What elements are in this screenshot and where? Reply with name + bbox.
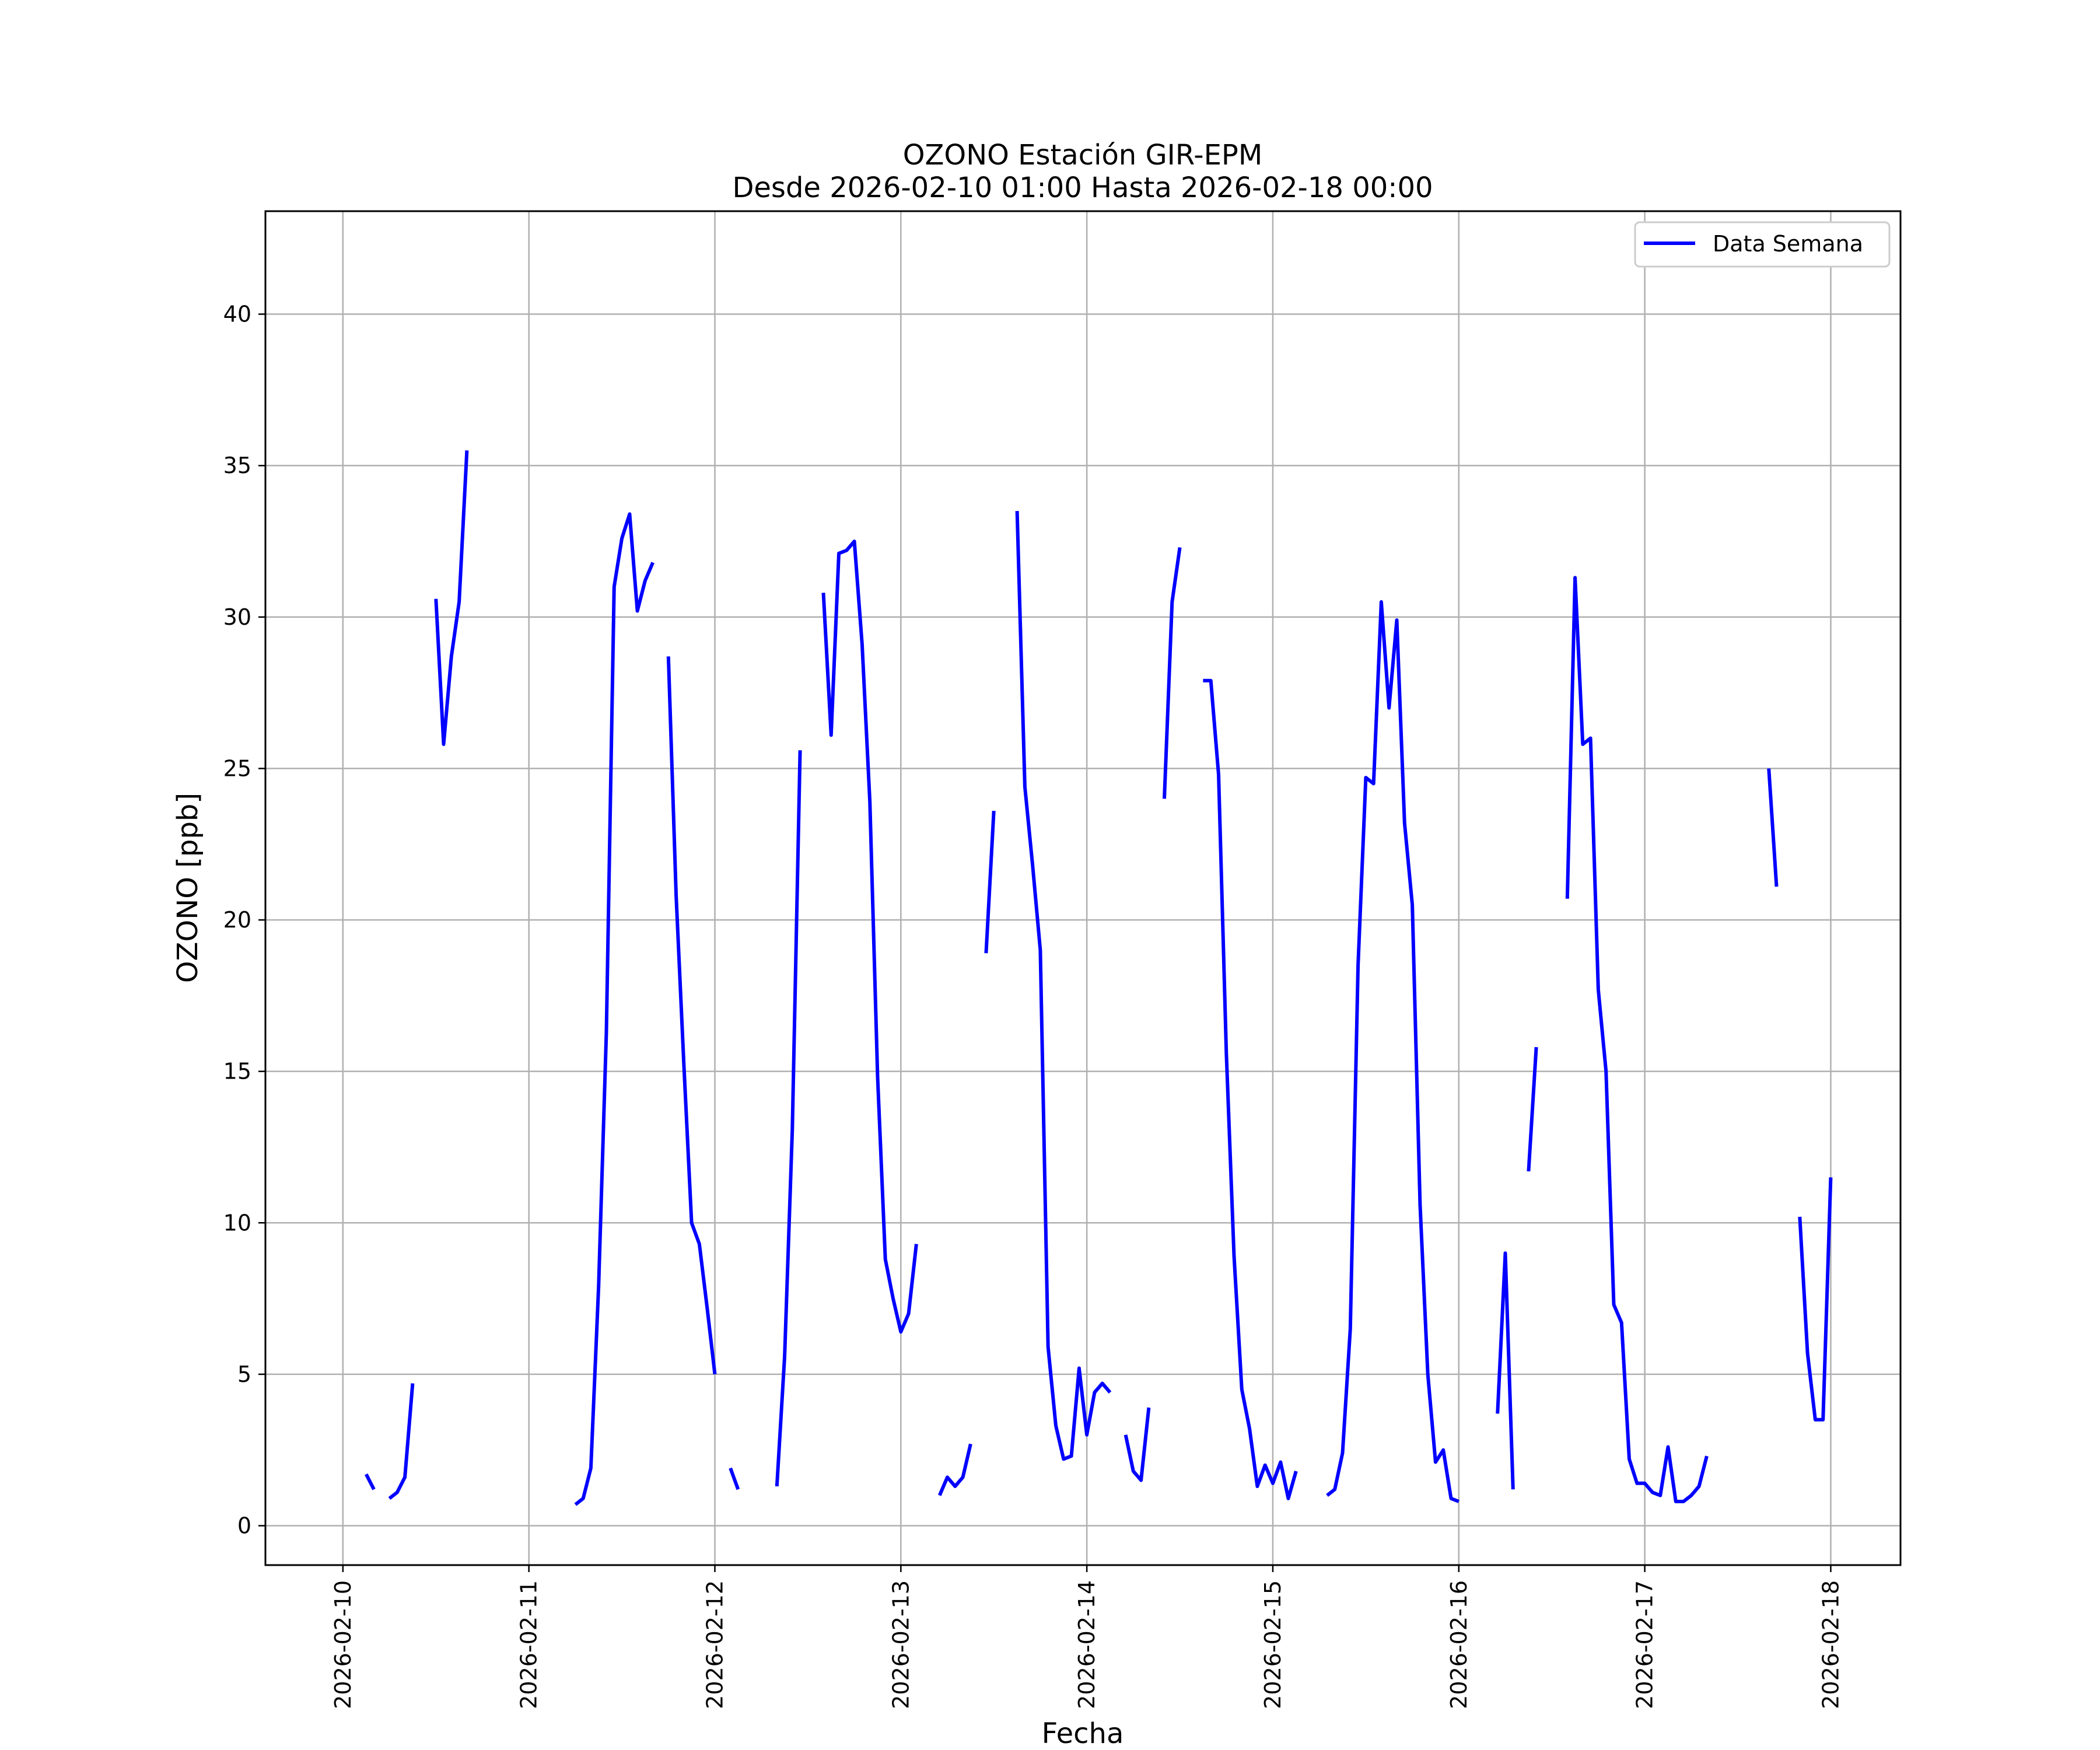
series-line-segment [1527, 1046, 1538, 1172]
chart-subtitle: Desde 2026-02-10 01:00 Hasta 2026-02-18 … [732, 172, 1433, 204]
x-tick-label: 2026-02-11 [516, 1580, 542, 1709]
legend: Data Semana [1634, 221, 1891, 268]
series-line-segment [1496, 1251, 1515, 1490]
x-tick-label: 2026-02-17 [1632, 1580, 1658, 1709]
y-tick-label: 30 [223, 604, 251, 630]
series-line-segment [984, 810, 996, 954]
y-tick-label: 15 [223, 1059, 251, 1084]
x-tick-label: 2026-02-10 [330, 1580, 356, 1709]
plot-frame [264, 210, 1902, 1566]
grid [265, 211, 1901, 1565]
series-line-segment [775, 750, 802, 1487]
x-axis-label: Fecha [1042, 1717, 1124, 1750]
series-line-segment [666, 656, 717, 1375]
y-tick-label: 5 [237, 1362, 251, 1387]
y-tick-label: 20 [223, 907, 251, 933]
x-tick-label: 2026-02-18 [1818, 1580, 1843, 1709]
series-line-segment [388, 1383, 415, 1500]
series-line-segment [1798, 1177, 1833, 1422]
series-line-segment [1565, 576, 1709, 1503]
y-tick-label: 35 [223, 453, 251, 478]
y-tick-label: 0 [237, 1513, 251, 1538]
series-line-segment [1203, 678, 1298, 1500]
series-line-segment [365, 1473, 376, 1490]
y-tick-label: 10 [223, 1210, 251, 1236]
x-tick-label: 2026-02-16 [1446, 1580, 1472, 1709]
series-line-segment [1326, 600, 1460, 1503]
series-line-segment [937, 1443, 972, 1496]
y-tick-label: 40 [223, 302, 251, 327]
chart-title: OZONO Estación GIR-EPM [903, 139, 1263, 172]
series-line-segment [1163, 547, 1182, 799]
series-line-segment [1124, 1407, 1151, 1482]
y-axis-label: OZONO [ppb] [172, 793, 204, 983]
series-line-segment [729, 1467, 740, 1490]
x-tick-label: 2026-02-14 [1074, 1580, 1100, 1709]
series-layer [365, 450, 1833, 1506]
x-tick-label: 2026-02-15 [1260, 1580, 1286, 1709]
legend-label: Data Semana [1713, 231, 1863, 257]
series-line-segment [1015, 510, 1112, 1461]
y-tick-label: 25 [223, 755, 251, 781]
series-line-segment [1767, 768, 1779, 887]
ticks: 2026-02-10 2026-02-11 2026-02-12 2026-02-13… [223, 302, 1844, 1709]
series-line-segment [434, 450, 469, 746]
legend-box [1634, 221, 1891, 268]
series-line-segment [821, 540, 918, 1334]
series-line-segment [574, 512, 654, 1506]
x-tick-label: 2026-02-12 [702, 1580, 727, 1709]
x-tick-label: 2026-02-13 [888, 1580, 914, 1709]
